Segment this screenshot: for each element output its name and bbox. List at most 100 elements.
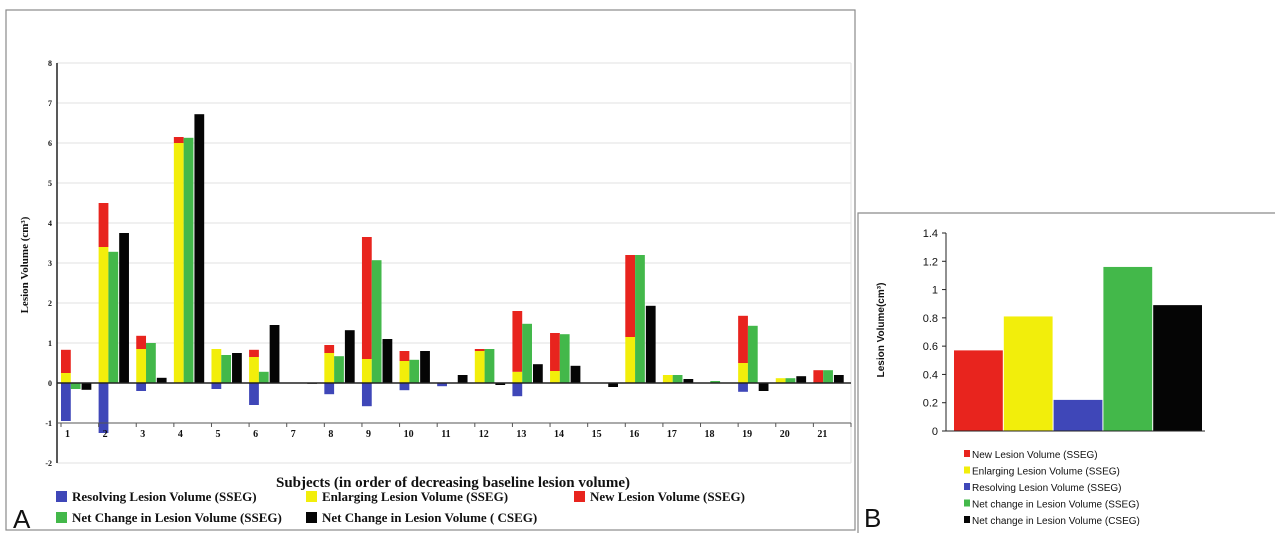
legend-label: Enlarging Lesion Volume (SSEG) (972, 467, 1120, 478)
bar-resolving (437, 383, 447, 387)
bar-net-sseg (221, 355, 232, 383)
bar-net-sseg (747, 325, 758, 383)
bar-summary (1003, 316, 1053, 431)
panel-b-y-axis-label: Lesion Volume(cm³) (876, 283, 887, 378)
x-tick-label: 8 (328, 429, 333, 440)
legend-label: Resolving Lesion Volume (SSEG) (972, 483, 1122, 494)
panel-a-letter: A (13, 504, 31, 533)
bar-net-cseg (570, 365, 581, 383)
legend-swatch (964, 466, 970, 474)
x-tick-label: 1 (65, 429, 70, 440)
bar-net-cseg (194, 114, 205, 383)
bar-new (98, 203, 109, 247)
legend-swatch (964, 499, 970, 507)
bar-new (61, 349, 71, 373)
x-tick-label: 15 (592, 429, 602, 440)
bar-net-cseg (119, 233, 129, 383)
y-tick-label: 2 (48, 299, 52, 308)
bar-new (550, 333, 560, 371)
bar-new (249, 349, 259, 357)
x-tick-label: 9 (366, 429, 371, 440)
x-tick-label: 6 (253, 429, 258, 440)
panel-b-letter: B (864, 503, 881, 533)
bar-net-sseg (823, 370, 833, 383)
bar-net-cseg (457, 375, 468, 383)
x-tick-label: 13 (516, 429, 526, 440)
y-tick-label: -1 (45, 419, 52, 428)
x-tick-label: 11 (441, 429, 450, 440)
bar-net-cseg (796, 376, 807, 383)
y-tick-label: 5 (48, 179, 52, 188)
x-tick-label: 20 (780, 429, 790, 440)
bar-new (474, 349, 485, 351)
y-tick-label: 0.8 (923, 313, 938, 325)
legend-swatch (964, 450, 970, 457)
bar-net-cseg (683, 379, 694, 383)
bar-net-sseg (559, 334, 570, 383)
bar-enlarging (474, 351, 485, 383)
y-tick-label: 0.2 (923, 398, 938, 410)
bar-summary (954, 350, 1003, 431)
bar-net-cseg (758, 383, 769, 391)
bar-net-cseg (532, 364, 543, 383)
bar-net-sseg (146, 343, 156, 383)
bar-net-cseg (269, 325, 280, 383)
legend-label: Net change in Lesion Volume (SSEG) (972, 500, 1139, 511)
bar-enlarging (625, 337, 636, 383)
y-tick-label: 6 (48, 139, 52, 148)
x-tick-label: 7 (291, 429, 296, 440)
legend-swatch (964, 483, 970, 490)
bar-net-sseg (635, 255, 645, 383)
bar-enlarging (211, 349, 222, 383)
bar-net-cseg (81, 383, 92, 390)
bar-net-sseg (258, 371, 269, 383)
bar-new (136, 335, 147, 349)
panel-a-y-tick-labels: -2 -1 0 1 2 3 4 5 6 7 8 (45, 59, 52, 468)
legend-swatch (56, 512, 67, 523)
bar-net-cseg (382, 339, 393, 383)
bar-resolving (211, 383, 222, 389)
legend-label: Net change in Lesion Volume (CSEG) (972, 516, 1140, 527)
bar-new (813, 370, 824, 383)
bar-enlarging (361, 359, 372, 383)
legend-label: Net Change in Lesion Volume (SSEG) (72, 510, 282, 525)
panel-a-x-axis-label: Subjects (in order of decreasing baselin… (276, 475, 630, 491)
bar-resolving (361, 383, 372, 407)
panel-a-bars (61, 114, 844, 433)
y-tick-label: 7 (48, 99, 52, 108)
x-tick-label: 18 (705, 429, 715, 440)
x-tick-label: 4 (178, 429, 183, 440)
bar-net-sseg (672, 375, 683, 383)
panel-a-legend: Resolving Lesion Volume (SSEG) Enlarging … (56, 489, 745, 525)
bar-net-sseg (484, 349, 495, 383)
bar-net-sseg (785, 378, 796, 383)
bar-new (399, 351, 410, 361)
x-tick-label: 5 (215, 429, 220, 440)
bar-enlarging (136, 349, 147, 383)
y-tick-label: 3 (48, 259, 52, 268)
legend-swatch (56, 491, 67, 502)
bar-enlarging (324, 353, 335, 383)
x-tick-label: 3 (140, 429, 145, 440)
y-tick-label: 1 (932, 285, 938, 297)
y-tick-label: 0.4 (923, 369, 938, 381)
bar-resolving (98, 383, 109, 433)
x-tick-label: 21 (817, 429, 827, 440)
legend-swatch (306, 491, 317, 502)
bar-new (512, 311, 523, 372)
bar-new (738, 315, 748, 363)
panel-a-frame (5, 9, 856, 531)
bar-enlarging (399, 361, 410, 383)
bar-summary (1053, 399, 1103, 431)
legend-swatch (964, 516, 970, 523)
x-tick-label: 14 (554, 429, 564, 440)
bar-new (173, 137, 184, 143)
bar-resolving (738, 383, 748, 392)
x-tick-label: 16 (629, 429, 639, 440)
x-tick-label: 10 (404, 429, 414, 440)
bar-summary (1103, 266, 1153, 431)
bar-net-cseg (232, 353, 242, 383)
bar-net-cseg (645, 305, 656, 383)
bar-net-cseg (833, 375, 844, 383)
